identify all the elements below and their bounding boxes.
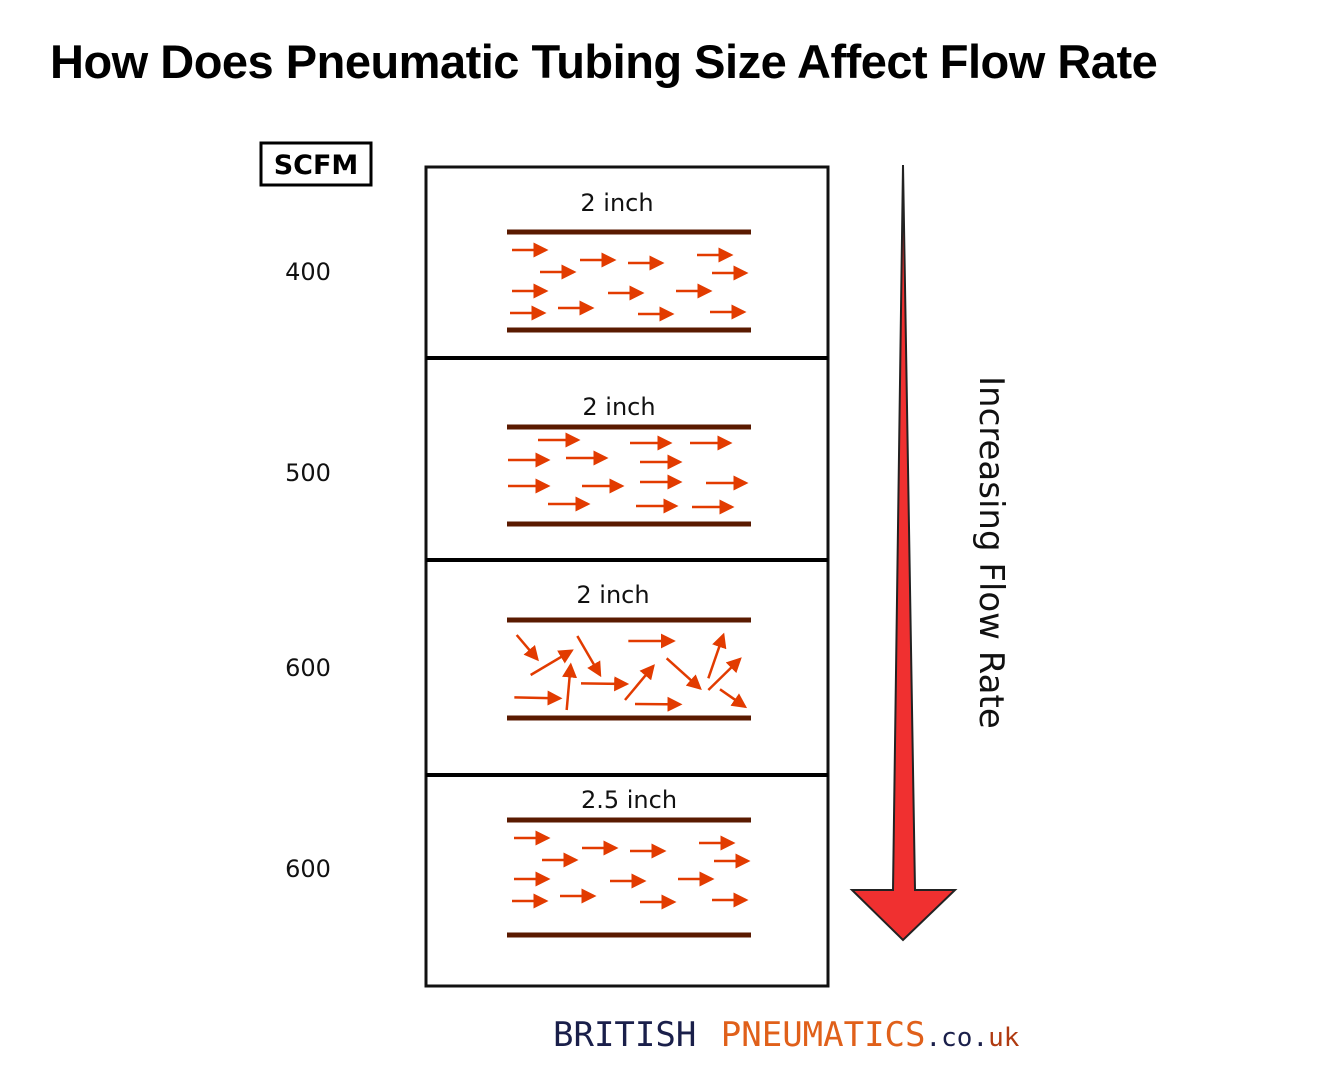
logo-part: uk [988,1023,1020,1053]
turbulent-flow-arrow-icon [530,649,574,677]
scfm-label: SCFM [274,150,359,181]
turbulent-flow-arrow-icon [562,662,578,711]
tube-size-label: 2 inch [582,393,655,421]
increasing-flow-arrow-icon [849,164,958,942]
turbulent-flow-arrow-icon [515,634,539,662]
turbulent-flow-arrow-icon [665,657,702,691]
turbulent-flow-arrow-icon [580,676,630,692]
turbulent-flow-arrow-icon [514,690,563,706]
tube-size-label: 2.5 inch [581,786,677,814]
scfm-value: 400 [285,258,331,286]
turbulent-flow-arrow-icon [576,635,602,678]
scfm-box [259,141,373,187]
scfm-value: 500 [285,459,331,487]
flow-rate-label: Increasing Flow Rate [971,376,1011,729]
logo-part: BRITISH [553,1015,696,1055]
turbulent-flow-arrow-icon [707,632,727,679]
turbulent-flow-arrow-icon [719,688,748,709]
scfm-value: 600 [285,855,331,883]
logo-part: .co. [925,1023,988,1053]
panel-frame [424,165,830,988]
page-title: How Does Pneumatic Tubing Size Affect Fl… [50,35,1158,88]
logo: BRITISH PNEUMATICS.co.uk [553,1015,1020,1055]
turbulent-flow-arrow-icon [624,664,655,701]
scfm-value: 600 [285,654,331,682]
tube-size-label: 2 inch [576,581,649,609]
turbulent-flow-arrow-icon [707,657,742,691]
logo-part: PNEUMATICS [721,1015,926,1055]
flow-arrows [508,242,751,910]
pipes [507,229,751,938]
tube-size-label: 2 inch [580,189,653,217]
